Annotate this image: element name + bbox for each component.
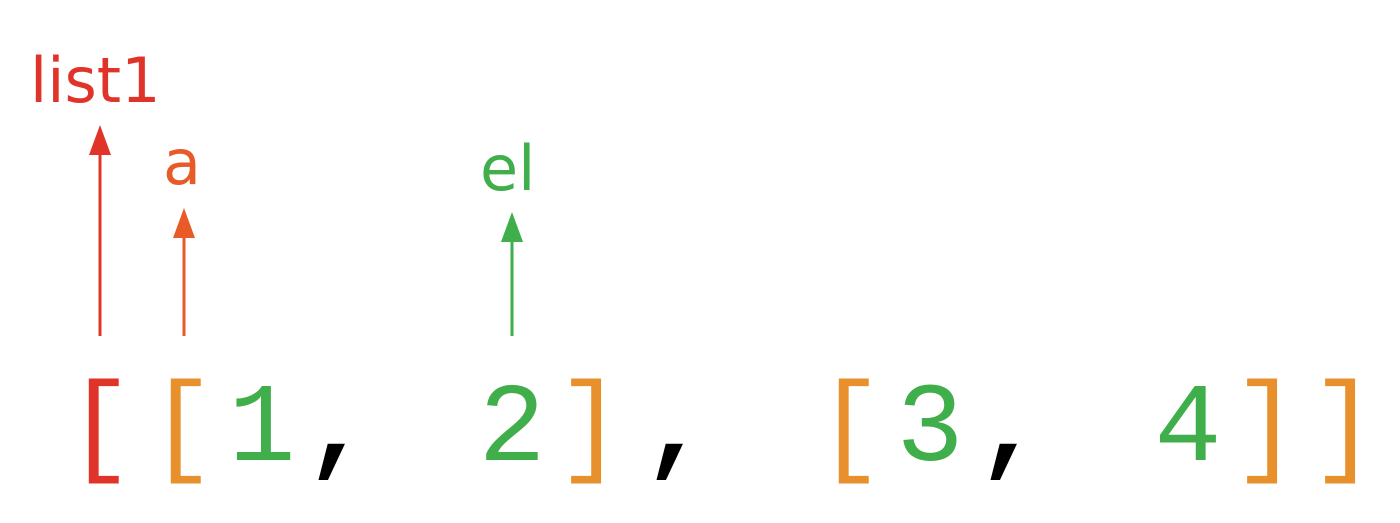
inner1-close-bracket: ]: [556, 367, 623, 494]
a-arrow: [173, 208, 195, 336]
inner2-open-bracket: [: [816, 367, 883, 494]
list1-label: list1: [30, 44, 161, 117]
a-label: a: [163, 126, 201, 199]
outer-open-bracket: [: [66, 367, 133, 494]
inner2-close-bracket: ]: [1232, 367, 1299, 494]
list1-arrow: [89, 125, 111, 336]
outer-close-bracket: ]: [1310, 367, 1377, 494]
el-arrow: [501, 212, 523, 336]
comma-1: ,: [304, 367, 371, 494]
number-1: 1: [228, 367, 295, 494]
inner1-open-bracket: [: [148, 367, 215, 494]
number-4: 4: [1154, 367, 1221, 494]
comma-3: ,: [976, 367, 1043, 494]
el-label: el: [480, 132, 535, 205]
number-3: 3: [896, 367, 963, 494]
comma-2: ,: [642, 367, 709, 494]
number-2: 2: [478, 367, 545, 494]
